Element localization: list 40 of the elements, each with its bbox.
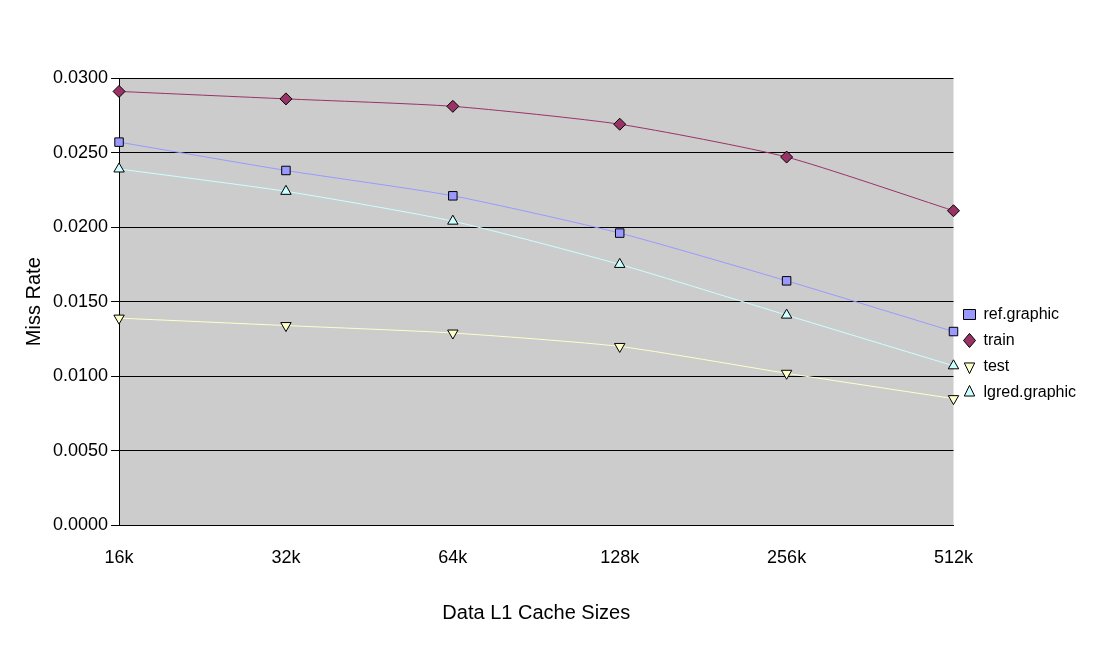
- point: [614, 228, 625, 238]
- legend-label: test: [983, 356, 1010, 374]
- y-tick-label: 0.0150: [52, 290, 109, 311]
- point: [448, 191, 458, 201]
- legend-label: train: [983, 330, 1015, 348]
- y-axis-title: Miss Rate: [21, 257, 44, 347]
- x-tick-label: 256k: [767, 547, 808, 568]
- point: [947, 395, 960, 406]
- point: [447, 214, 459, 225]
- y-tick-label: 0.0200: [52, 216, 109, 237]
- point: [446, 99, 460, 113]
- x-tick-label: 64k: [438, 547, 469, 568]
- point: [780, 150, 794, 164]
- x-axis-title: Data L1 Cache Sizes: [442, 600, 631, 623]
- point: [112, 84, 126, 98]
- point: [113, 162, 125, 173]
- legend-label: ref.graphic: [983, 304, 1060, 322]
- legend-label: lgred.graphic: [983, 382, 1076, 400]
- point: [781, 276, 792, 286]
- point: [447, 329, 459, 340]
- y-tick-label: 0.0250: [52, 141, 109, 162]
- y-tick-label: 0.0050: [52, 439, 109, 460]
- x-tick-label: 16k: [104, 547, 135, 568]
- point: [613, 117, 627, 131]
- x-tick-label: 512k: [933, 547, 975, 568]
- y-tick-label: 0.0000: [52, 514, 109, 535]
- point: [281, 165, 291, 176]
- point: [279, 92, 293, 106]
- point: [114, 137, 124, 147]
- x-tick-label: 32k: [271, 547, 302, 568]
- x-tick-label: 128k: [600, 547, 641, 568]
- point: [280, 184, 292, 195]
- point: [614, 342, 626, 353]
- y-tick-label: 0.0300: [52, 66, 109, 87]
- point: [947, 204, 960, 218]
- point: [113, 314, 125, 325]
- point: [780, 369, 793, 380]
- point: [948, 326, 959, 337]
- point: [280, 322, 292, 333]
- y-tick-label: 0.0100: [52, 365, 109, 386]
